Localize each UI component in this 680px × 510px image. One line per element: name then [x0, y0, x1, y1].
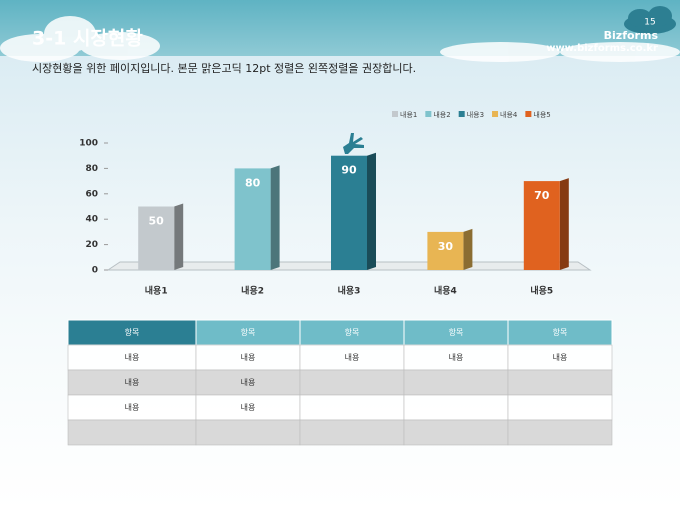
- slide-title: 3-1 시장현황: [32, 27, 143, 50]
- table-cell: [195, 344, 301, 371]
- table-cell: [403, 419, 509, 446]
- x-tick-label: 내용1: [145, 285, 168, 297]
- header-cell: [507, 319, 613, 346]
- table-cell: [507, 344, 613, 371]
- data-label: 80: [245, 176, 261, 189]
- table-cell: [67, 369, 197, 396]
- header-cell: [299, 319, 405, 346]
- table-cell: [507, 419, 613, 446]
- bar: [427, 231, 464, 270]
- legend-label: 내용3: [467, 110, 484, 119]
- y-tick-label: 100: [79, 139, 98, 149]
- brand: Bizforms: [604, 29, 659, 42]
- header-cell: [403, 319, 509, 346]
- table-cell: [299, 369, 405, 396]
- y-tick-label: 60: [85, 189, 98, 199]
- y-tick-label: 0: [92, 266, 98, 276]
- legend-label: 내용1: [400, 110, 417, 119]
- cell-text: 내용: [241, 378, 256, 387]
- table-cell: [299, 394, 405, 421]
- x-tick-label: 내용4: [434, 285, 457, 297]
- cell-text: 내용: [125, 353, 140, 362]
- x-tick-label: 내용2: [241, 285, 264, 297]
- cell-text: 내용: [125, 378, 140, 387]
- cell-text: 내용: [553, 353, 568, 362]
- page-number: 15: [644, 18, 655, 28]
- data-label: 30: [438, 240, 454, 253]
- bar: [234, 168, 271, 270]
- x-tick-label: 내용3: [338, 285, 361, 297]
- cell-text: 내용: [345, 353, 360, 362]
- bar-side: [463, 228, 473, 270]
- bar-side: [174, 203, 184, 270]
- legend-swatch: [525, 111, 532, 117]
- y-tick-label: 80: [85, 164, 98, 174]
- table-cell: [299, 419, 405, 446]
- cell-text: 내용: [449, 353, 464, 362]
- subtitle: 시장현황을 위한 페이지입니다. 본문 맑은고딕 12pt 정렬은 왼쪽정렬을 …: [32, 61, 416, 75]
- legend-swatch: [425, 111, 432, 117]
- data-label: 50: [149, 215, 165, 228]
- clouds: [0, 16, 680, 62]
- bar: [138, 206, 175, 270]
- table-cell: [403, 369, 509, 396]
- data-label: 90: [341, 164, 357, 177]
- header-text: 항목: [125, 328, 140, 337]
- header-cell: [195, 319, 301, 346]
- table-cell: [299, 344, 405, 371]
- bar: [331, 155, 367, 270]
- bar-side: [367, 152, 376, 270]
- legend-label: 내용5: [533, 110, 550, 119]
- table-cell: [403, 344, 509, 371]
- brand-url: www.bizforms.co.kr: [546, 43, 658, 54]
- header-text: 항목: [553, 328, 568, 337]
- cell-text: 내용: [241, 403, 256, 412]
- legend-label: 내용2: [433, 110, 450, 119]
- page-cloud: [624, 6, 676, 34]
- bar-side: [270, 165, 280, 270]
- legend-swatch: [458, 111, 465, 117]
- data-label: 70: [534, 189, 550, 202]
- x-tick-label: 내용5: [530, 285, 553, 297]
- table-cell: [507, 394, 613, 421]
- header-text: 항목: [241, 328, 256, 337]
- plane-icon: [343, 133, 364, 154]
- legend-swatch: [492, 111, 499, 117]
- y-tick-label: 40: [85, 215, 98, 225]
- table-cell: [403, 394, 509, 421]
- y-tick-label: 20: [85, 240, 98, 250]
- table-cell: [507, 369, 613, 396]
- table-cell: [195, 394, 301, 421]
- bar-side: [559, 178, 569, 270]
- header-text: 항목: [345, 328, 360, 337]
- table-cell: [67, 419, 197, 446]
- cell-text: 내용: [125, 403, 140, 412]
- legend-label: 내용4: [500, 110, 518, 119]
- bar: [523, 181, 560, 270]
- table-cell: [195, 419, 301, 446]
- legend-swatch: [392, 111, 398, 117]
- header-text: 항목: [449, 328, 464, 337]
- cell-text: 내용: [241, 353, 256, 362]
